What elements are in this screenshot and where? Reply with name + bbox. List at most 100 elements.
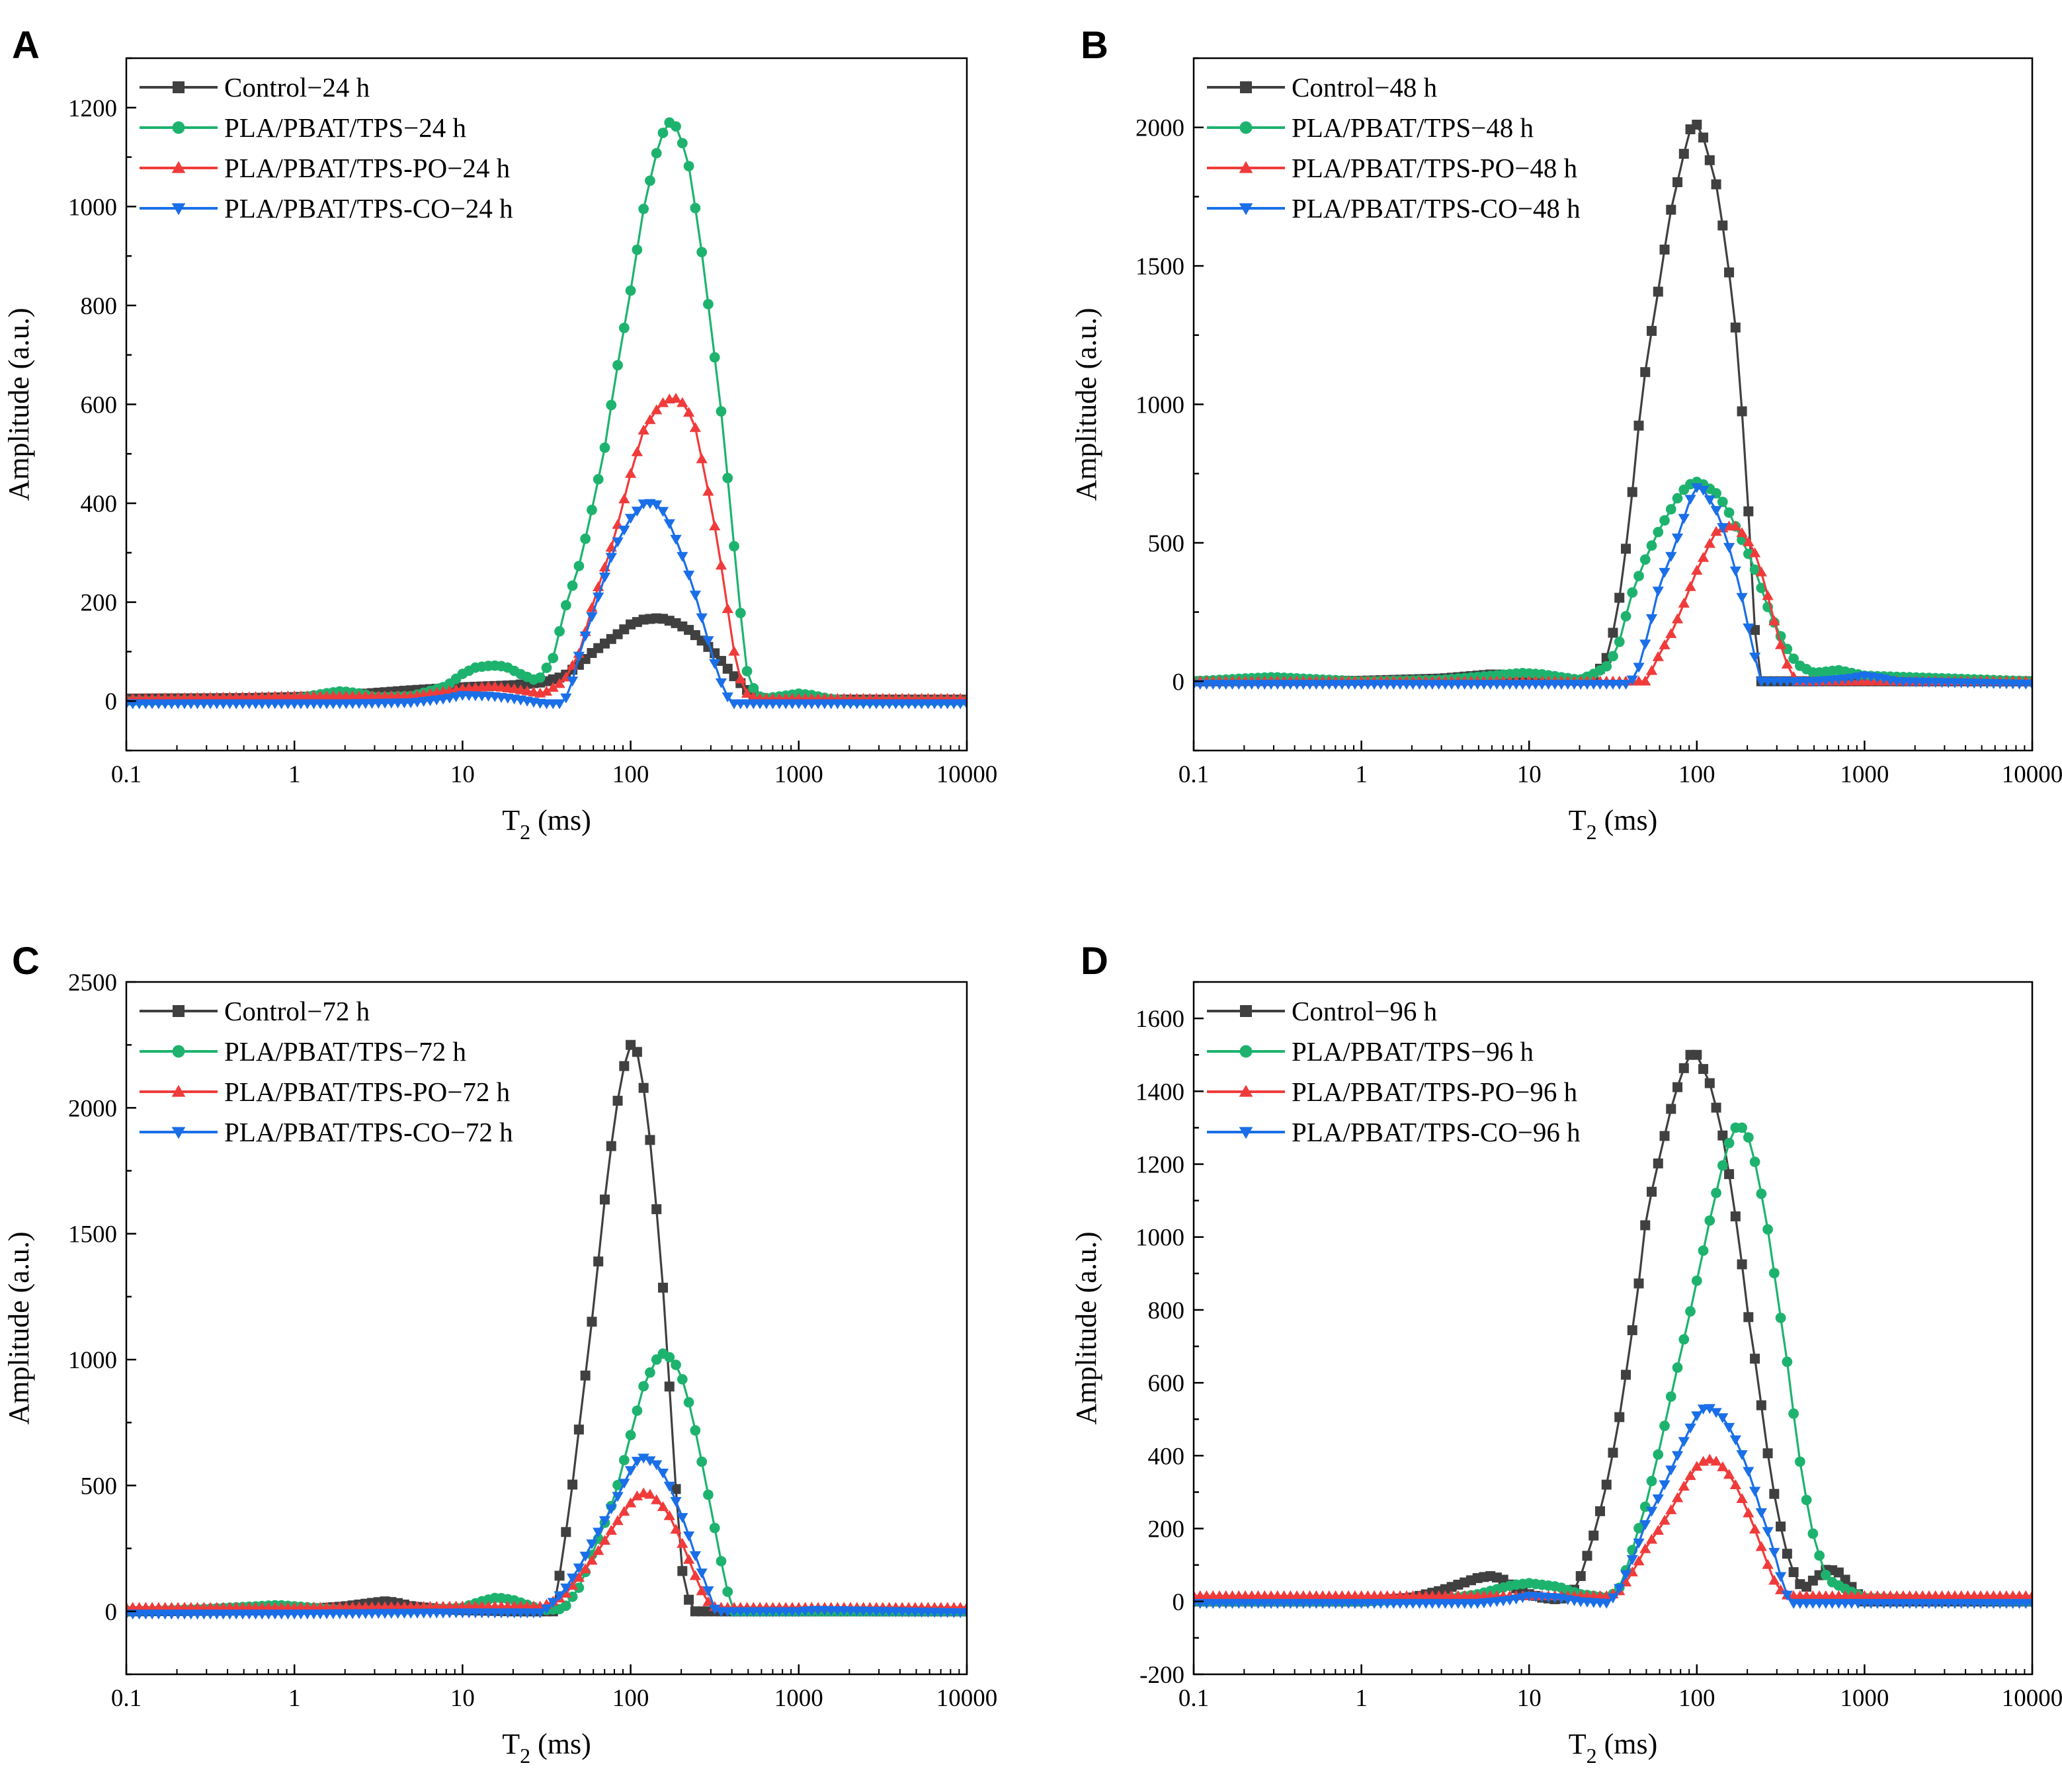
x-tick-label: 10000 bbox=[2002, 761, 2062, 788]
data-point bbox=[696, 247, 708, 258]
x-axis: 0.1 1 10 100 1000 10000 bbox=[1178, 741, 2062, 788]
data-point bbox=[657, 128, 669, 138]
data-point bbox=[618, 1506, 630, 1516]
data-point bbox=[612, 1515, 624, 1526]
data-point bbox=[1626, 675, 1638, 686]
data-point bbox=[1614, 1584, 1626, 1594]
data-point bbox=[1627, 487, 1637, 497]
data-point bbox=[677, 551, 688, 562]
x-tick-label: 1 bbox=[288, 761, 301, 788]
data-point bbox=[624, 514, 637, 524]
data-point bbox=[534, 672, 546, 683]
y-tick-label: -200 bbox=[1139, 1662, 1184, 1689]
data-point bbox=[735, 673, 747, 684]
data-point bbox=[709, 520, 721, 531]
x-tick-label: 0.1 bbox=[111, 761, 142, 788]
data-point bbox=[651, 1460, 663, 1471]
data-point bbox=[598, 1516, 611, 1526]
series-3 bbox=[126, 392, 967, 703]
y-axis: 0 200 400 600 800 1000 1200 bbox=[68, 57, 136, 752]
x-tick-label: 1000 bbox=[1840, 761, 1889, 788]
data-point bbox=[682, 1553, 695, 1564]
data-point bbox=[690, 1425, 701, 1436]
series-4 bbox=[1194, 483, 2032, 690]
data-point bbox=[1633, 571, 1644, 581]
data-point bbox=[1671, 613, 1684, 624]
data-point bbox=[1730, 322, 1741, 333]
data-point bbox=[1659, 515, 1670, 526]
data-point bbox=[716, 655, 726, 666]
data-point bbox=[593, 1527, 604, 1538]
data-point bbox=[1788, 1567, 1799, 1578]
data-point bbox=[1582, 1551, 1592, 1561]
data-point bbox=[670, 1497, 682, 1508]
data-point bbox=[696, 613, 708, 624]
y-tick-label: 0 bbox=[105, 1599, 118, 1626]
legend-label: Control−48 h bbox=[1292, 72, 1437, 102]
data-point bbox=[1717, 1413, 1729, 1424]
data-point bbox=[722, 603, 733, 614]
data-point bbox=[605, 1525, 617, 1535]
plot-area bbox=[126, 1039, 967, 1620]
data-point bbox=[618, 1455, 630, 1465]
data-point bbox=[1684, 581, 1696, 591]
data-point bbox=[1794, 1456, 1805, 1467]
data-point bbox=[702, 1596, 714, 1606]
y-tick-label: 400 bbox=[81, 491, 118, 518]
data-point bbox=[1743, 506, 1754, 516]
y-tick-label: 1200 bbox=[68, 95, 117, 122]
legend-label: PLA/PBAT/TPS-CO−72 h bbox=[224, 1117, 513, 1147]
data-point bbox=[1750, 1354, 1760, 1364]
data-point bbox=[1723, 1469, 1735, 1479]
data-point bbox=[1723, 1137, 1735, 1149]
data-point bbox=[728, 645, 740, 656]
data-point bbox=[1692, 1049, 1702, 1060]
data-point bbox=[677, 1513, 688, 1524]
data-point bbox=[1608, 651, 1618, 662]
data-point bbox=[1749, 653, 1761, 663]
data-point bbox=[1704, 538, 1715, 548]
y-tick-label: 0 bbox=[105, 688, 118, 715]
data-point bbox=[567, 1479, 578, 1490]
data-point bbox=[702, 485, 714, 496]
data-point bbox=[1678, 149, 1689, 159]
legend-label: Control−24 h bbox=[224, 72, 370, 102]
data-point bbox=[573, 1563, 585, 1574]
data-point bbox=[606, 1141, 616, 1151]
data-point bbox=[651, 404, 663, 415]
data-point bbox=[1614, 592, 1625, 603]
legend-marker bbox=[171, 161, 186, 173]
data-point bbox=[671, 121, 681, 132]
data-point bbox=[1672, 493, 1683, 504]
data-point bbox=[573, 651, 585, 662]
plot-area bbox=[1194, 1049, 2032, 1609]
data-point bbox=[1653, 1158, 1663, 1168]
data-point bbox=[541, 663, 552, 673]
data-point bbox=[1647, 325, 1657, 336]
data-point bbox=[1691, 483, 1703, 493]
x-tick-label: 10 bbox=[450, 761, 475, 788]
data-point bbox=[703, 299, 714, 309]
data-point bbox=[1729, 1479, 1741, 1490]
x-tick-label: 10000 bbox=[2002, 1685, 2062, 1712]
data-point bbox=[1697, 485, 1710, 496]
data-point bbox=[1627, 587, 1638, 598]
data-point bbox=[1620, 611, 1631, 622]
data-point bbox=[696, 1585, 708, 1596]
y-tick-label: 800 bbox=[1148, 1297, 1185, 1324]
x-tick-label: 0.1 bbox=[1178, 761, 1209, 788]
data-point bbox=[1704, 1078, 1715, 1088]
legend: Control−48 h PLA/PBAT/TPS−48 h PLA/PBAT/TP… bbox=[1207, 72, 1581, 224]
series-line bbox=[126, 502, 967, 705]
x-tick-label: 10 bbox=[450, 1685, 475, 1712]
data-point bbox=[1672, 177, 1683, 188]
data-point bbox=[548, 653, 559, 663]
data-point bbox=[689, 1551, 701, 1561]
data-point bbox=[1768, 1547, 1780, 1558]
data-point bbox=[1704, 1215, 1715, 1226]
data-point bbox=[645, 175, 655, 186]
data-point bbox=[638, 1381, 649, 1392]
y-tick-label: 1400 bbox=[1135, 1079, 1184, 1106]
series-2 bbox=[126, 1348, 967, 1617]
y-axis: 0 500 1000 1500 2000 bbox=[1135, 57, 1204, 752]
